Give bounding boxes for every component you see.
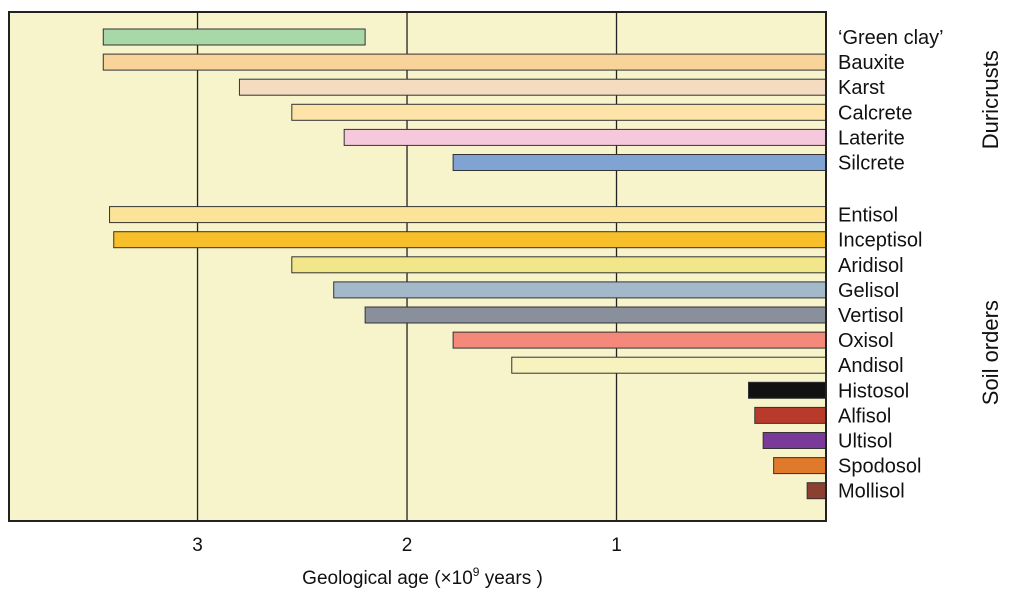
bar bbox=[511, 356, 827, 374]
x-ticks: 3 2 1 bbox=[192, 535, 622, 556]
bar bbox=[333, 281, 827, 299]
bar bbox=[102, 53, 827, 71]
bar-label: Ultisol bbox=[838, 431, 892, 453]
bar-label: Calcrete bbox=[838, 102, 912, 124]
bar bbox=[806, 482, 827, 500]
x-tick-label: 3 bbox=[192, 535, 203, 556]
bar bbox=[291, 103, 827, 121]
bar-labels: ‘Green clay’ Bauxite Karst Calcrete Laterite… bbox=[838, 27, 944, 503]
bar bbox=[113, 231, 827, 249]
bar bbox=[238, 78, 827, 96]
bar-label: Mollisol bbox=[838, 481, 905, 503]
x-axis-title-suffix: years ) bbox=[479, 568, 542, 589]
bar-label: Vertisol bbox=[838, 305, 904, 327]
bar-label: Bauxite bbox=[838, 52, 905, 74]
bar bbox=[109, 206, 827, 224]
bar bbox=[747, 381, 827, 399]
bar-label: Histosol bbox=[838, 380, 909, 402]
x-tick-label: 2 bbox=[402, 535, 413, 556]
bar bbox=[773, 457, 827, 475]
x-tick-label: 1 bbox=[611, 535, 622, 556]
bar-label: Silcrete bbox=[838, 153, 905, 175]
bar bbox=[762, 432, 827, 449]
bar-label: Karst bbox=[838, 77, 885, 99]
bar bbox=[343, 128, 827, 146]
x-axis-title: Geological age (×109 years ) bbox=[302, 565, 543, 589]
plot-frame bbox=[8, 11, 827, 522]
bar-label: Inceptisol bbox=[838, 230, 923, 252]
bar bbox=[452, 154, 827, 171]
bar-label: ‘Green clay’ bbox=[838, 27, 944, 49]
bar-label: Laterite bbox=[838, 127, 905, 149]
bar-label: Gelisol bbox=[838, 280, 899, 302]
bar-label: Aridisol bbox=[838, 255, 904, 277]
bar bbox=[364, 306, 827, 324]
bar bbox=[102, 28, 366, 46]
bar bbox=[754, 406, 827, 424]
bar-label: Entisol bbox=[838, 205, 898, 227]
x-axis-title-exponent: 9 bbox=[473, 565, 480, 579]
x-axis-title-prefix: Geological age (×10 bbox=[302, 568, 473, 589]
bar bbox=[291, 256, 827, 274]
bars bbox=[102, 28, 827, 500]
bar-label: Alfisol bbox=[838, 405, 891, 427]
bar-label: Spodosol bbox=[838, 456, 921, 478]
group-label: Duricrusts bbox=[978, 50, 1003, 149]
bar-label: Oxisol bbox=[838, 330, 894, 352]
group-label: Soil orders bbox=[978, 300, 1003, 405]
bar-label: Andisol bbox=[838, 355, 904, 377]
group-labels: Duricrusts Soil orders bbox=[978, 50, 1003, 405]
bar bbox=[452, 331, 827, 349]
